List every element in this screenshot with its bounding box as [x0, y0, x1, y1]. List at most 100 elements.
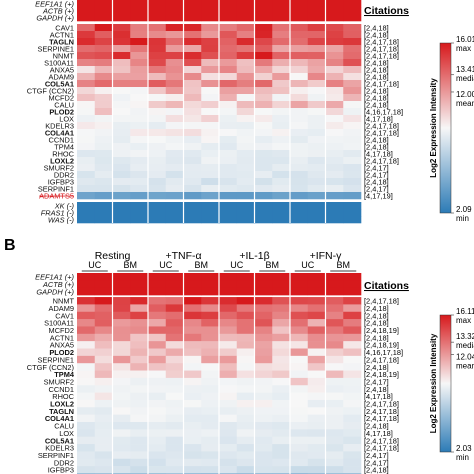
heatmap-cell [148, 164, 167, 172]
heatmap-cell [254, 355, 273, 364]
heatmap-cell [183, 385, 202, 393]
heatmap-cell [290, 115, 309, 123]
heatmap-cell [112, 392, 131, 401]
heatmap-cell [272, 333, 291, 342]
heatmap-cell [112, 209, 131, 217]
column-group-label: +TNF-α [165, 250, 201, 262]
heatmap-cell [236, 311, 255, 320]
heatmap-cell [112, 348, 131, 357]
heatmap-cell [94, 319, 113, 327]
heatmap-cell [254, 80, 273, 88]
heatmap-cell [165, 451, 184, 460]
gene-label: CCND1 [49, 135, 74, 144]
citation-label: [2,4,17,18] [364, 407, 399, 416]
heatmap-cell [77, 392, 96, 401]
heatmap-cell [112, 451, 131, 460]
heatmap-cell [325, 45, 344, 53]
heatmap-cell [272, 385, 291, 393]
gene-label: LOXL2 [50, 156, 74, 165]
heatmap-cell [272, 14, 291, 22]
heatmap-cell [130, 370, 149, 379]
heatmap-cell [325, 185, 344, 193]
heatmap-cell [201, 304, 220, 313]
heatmap-cell [130, 0, 149, 8]
heatmap-cell [290, 94, 309, 102]
heatmap-cell [343, 326, 362, 335]
heatmap-cell [112, 297, 131, 305]
heatmap-cell [272, 429, 291, 437]
colorbar-tick-name: median [456, 74, 474, 83]
heatmap-cell [148, 136, 167, 144]
heatmap-cell [112, 150, 131, 158]
heatmap-cell [219, 363, 238, 371]
heatmap-cell [148, 355, 167, 364]
heatmap-cell [307, 171, 326, 179]
heatmap-cell [183, 171, 202, 179]
heatmap-cell [183, 129, 202, 137]
heatmap-cell [77, 14, 96, 22]
heatmap-cell [290, 150, 309, 158]
column-group-label: Resting [95, 250, 131, 262]
heatmap-cell [325, 136, 344, 144]
heatmap-cell [130, 319, 149, 327]
heatmap-cell [112, 101, 131, 109]
heatmap-cell [94, 87, 113, 95]
column-subgroup-label: UC [159, 260, 172, 270]
heatmap-cell [148, 202, 167, 210]
heatmap-cell [236, 66, 255, 74]
heatmap-cell [325, 24, 344, 32]
heatmap-cell [343, 414, 362, 423]
heatmap-cell [112, 80, 131, 88]
heatmap-cell [325, 280, 344, 288]
citation-label: [2,4,18] [364, 363, 389, 372]
heatmap-cell [94, 143, 113, 151]
heatmap-cell [254, 52, 273, 60]
heatmap-cell [307, 297, 326, 305]
heatmap-cell [290, 101, 309, 109]
heatmap-cell [272, 136, 291, 144]
heatmap-cell [236, 157, 255, 165]
gene-label: ACTN1 [50, 30, 74, 39]
heatmap-cell [343, 451, 362, 460]
heatmap-cell [148, 14, 167, 22]
citation-label: [2,4,17,18] [364, 51, 399, 60]
gene-label: ADAM9 [49, 304, 74, 313]
heatmap-cell [130, 216, 149, 224]
heatmap-cell [219, 216, 238, 224]
heatmap-cell [77, 150, 96, 158]
heatmap-cell [254, 311, 273, 320]
heatmap-cell [343, 14, 362, 22]
citation-label: [2,4,17] [364, 163, 389, 172]
citation-label: [2,4,17,18] [364, 436, 399, 445]
heatmap-cell [307, 164, 326, 172]
heatmap-cell [272, 399, 291, 408]
heatmap-cell [272, 407, 291, 415]
heatmap-cell [254, 24, 273, 32]
heatmap-cell [236, 45, 255, 53]
heatmap-cell [77, 304, 96, 313]
heatmap-cell [183, 157, 202, 165]
heatmap-cell [307, 326, 326, 335]
heatmap-cell [343, 273, 362, 281]
heatmap-cell [219, 377, 238, 386]
heatmap-cell [183, 451, 202, 460]
heatmap-cell [325, 392, 344, 401]
citation-label: [2,4,18] [364, 422, 389, 431]
heatmap-cell [307, 24, 326, 32]
heatmap-cell [272, 115, 291, 123]
heatmap-cell [94, 297, 113, 305]
gene-label: CAV1 [55, 311, 74, 320]
citation-label: [2,4,17] [364, 184, 389, 193]
heatmap-cell [94, 122, 113, 130]
heatmap-cell [290, 451, 309, 460]
heatmap-cell [148, 0, 167, 8]
citation-label: [4,17,18] [364, 429, 393, 438]
heatmap-cell [201, 370, 220, 379]
heatmap-cell [219, 333, 238, 342]
heatmap-cell [290, 311, 309, 320]
heatmap-cell [148, 157, 167, 165]
heatmap-cell [130, 129, 149, 137]
heatmap-cell [183, 326, 202, 335]
heatmap-cell [307, 14, 326, 22]
